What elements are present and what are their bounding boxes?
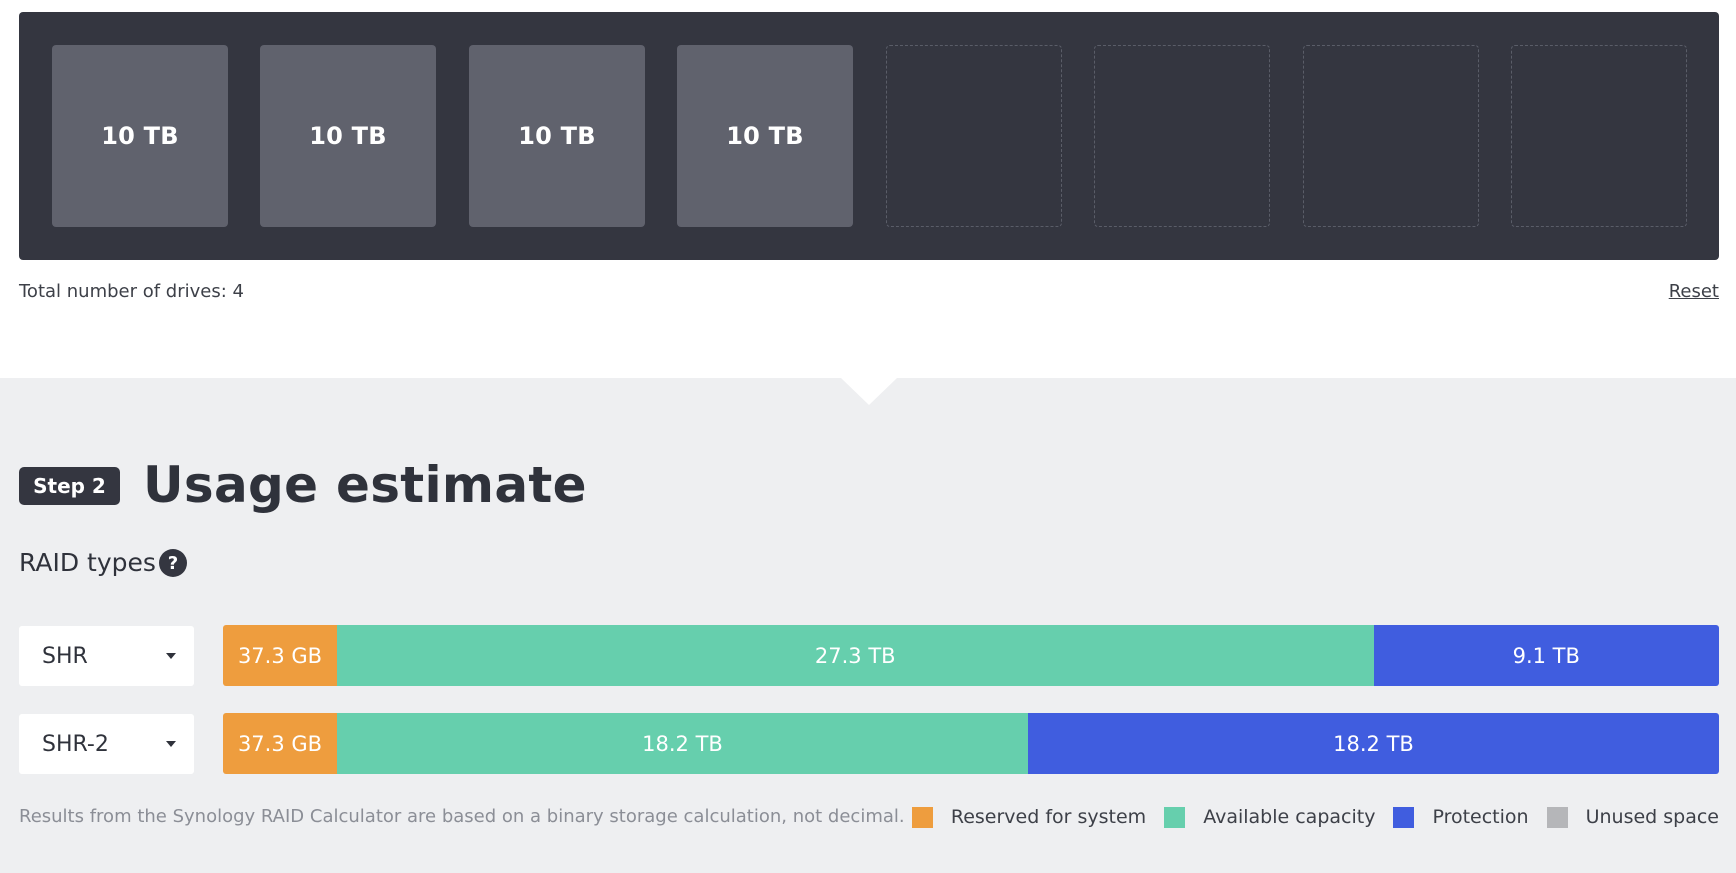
segment-available: 27.3 TB <box>337 625 1374 686</box>
legend-label: Protection <box>1432 806 1529 828</box>
raid-type-value: SHR-2 <box>42 731 109 757</box>
drive-slot-8-empty[interactable] <box>1511 45 1687 227</box>
legend-swatch-unused <box>1546 806 1568 828</box>
drive-slot-3[interactable]: 10 TB <box>469 45 645 227</box>
raid-type-select-2[interactable]: SHR-2 <box>19 714 194 774</box>
drive-slot-label: 10 TB <box>518 122 596 150</box>
drive-slot-6-empty[interactable] <box>1094 45 1270 227</box>
section-pointer-notch <box>841 378 897 405</box>
legend-item-protection: Protection <box>1393 806 1529 828</box>
legend-label: Unused space <box>1585 806 1719 828</box>
legend: Reserved for system Available capacity P… <box>894 806 1719 828</box>
step-badge: Step 2 <box>19 467 120 505</box>
segment-protection: 18.2 TB <box>1028 713 1719 774</box>
segment-protection: 9.1 TB <box>1373 625 1719 686</box>
legend-item-available: Available capacity <box>1164 806 1375 828</box>
legend-item-reserved: Reserved for system <box>911 806 1147 828</box>
legend-item-unused: Unused space <box>1546 806 1719 828</box>
drive-slot-label: 10 TB <box>309 122 387 150</box>
legend-swatch-reserved <box>911 806 933 828</box>
raid-type-value: SHR <box>42 643 88 669</box>
drive-slot-label: 10 TB <box>101 122 179 150</box>
segment-reserved: 37.3 GB <box>223 625 337 686</box>
binary-calculation-disclaimer: Results from the Synology RAID Calculato… <box>19 806 905 827</box>
drive-bay-panel: 10 TB 10 TB 10 TB 10 TB <box>19 12 1719 260</box>
section-title: Usage estimate <box>143 456 587 514</box>
drive-slot-7-empty[interactable] <box>1303 45 1479 227</box>
usage-bar-2: 37.3 GB 18.2 TB 18.2 TB <box>223 713 1719 774</box>
drive-slot-5-empty[interactable] <box>886 45 1062 227</box>
drive-slot-label: 10 TB <box>726 122 804 150</box>
legend-label: Available capacity <box>1203 806 1376 828</box>
drive-slot-2[interactable]: 10 TB <box>260 45 436 227</box>
raid-types-label: RAID types <box>19 548 156 577</box>
usage-bar-1: 37.3 GB 27.3 TB 9.1 TB <box>223 625 1719 686</box>
legend-label: Reserved for system <box>950 806 1147 828</box>
drive-slot-1[interactable]: 10 TB <box>52 45 228 227</box>
raid-type-select-1[interactable]: SHR <box>19 626 194 686</box>
drive-slot-4[interactable]: 10 TB <box>677 45 853 227</box>
caret-down-icon <box>166 741 176 747</box>
caret-down-icon <box>166 653 176 659</box>
legend-swatch-available <box>1164 806 1186 828</box>
reset-link[interactable]: Reset <box>1668 281 1719 302</box>
total-drives-text: Total number of drives: 4 <box>19 281 244 302</box>
segment-available: 18.2 TB <box>337 713 1028 774</box>
segment-reserved: 37.3 GB <box>223 713 337 774</box>
legend-swatch-protection <box>1393 806 1415 828</box>
help-icon[interactable]: ? <box>159 549 187 577</box>
